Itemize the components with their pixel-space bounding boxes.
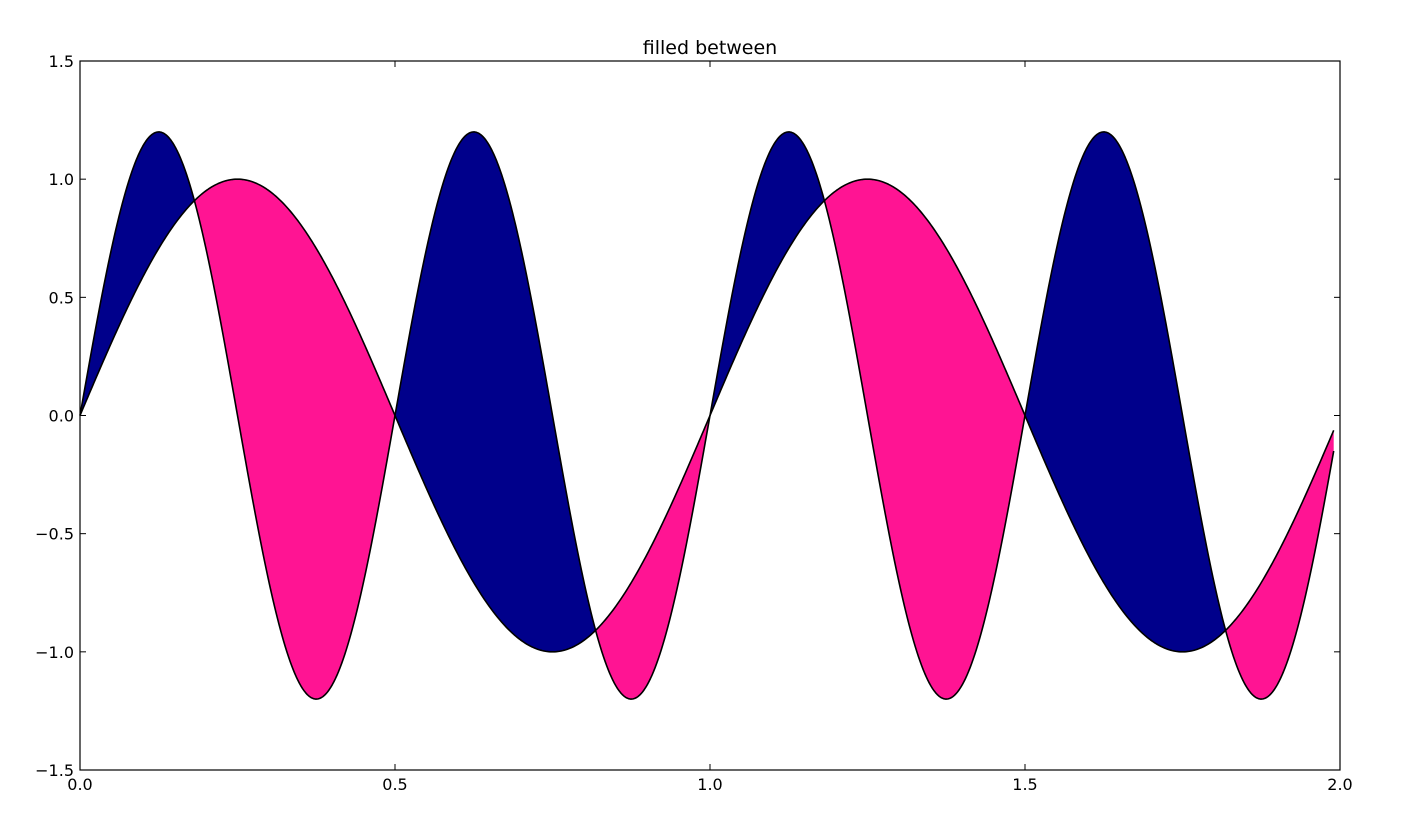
chart-title: filled between: [643, 37, 777, 59]
x-axis-ticks: 0.0 0.5 1.0 1.5 2.0: [67, 61, 1353, 794]
fill-region-y2-above-0: [80, 131, 195, 416]
fill-regions: [80, 131, 1334, 700]
y-tick-label: 0.0: [49, 407, 74, 426]
x-tick-label: 2.0: [1327, 775, 1352, 794]
y-tick-label: 1.0: [49, 170, 74, 189]
fill-region-y2-above-6: [1025, 131, 1226, 652]
fill-region-y2-above-4: [710, 131, 825, 416]
y-tick-label: 1.5: [49, 52, 74, 71]
x-tick-label: 0.5: [382, 775, 407, 794]
series-line-1.2-sin-4pi-x: [79, 131, 1335, 700]
fill-region-y2-below-5: [824, 179, 1025, 700]
y-tick-label: −1.5: [35, 761, 74, 780]
x-tick-label: 0.0: [67, 775, 92, 794]
x-tick-label: 1.5: [1012, 775, 1037, 794]
fill-region-y2-below-1: [194, 179, 395, 700]
x-tick-label: 1.0: [697, 775, 722, 794]
fill-region-y2-below-3: [595, 415, 710, 700]
y-tick-label: −0.5: [35, 525, 74, 544]
fill-region-y2-above-2: [395, 131, 596, 652]
fill-region-y2-below-7: [1225, 430, 1334, 700]
series-line-sin-2pi-x: [79, 178, 1335, 653]
y-tick-label: −1.0: [35, 643, 74, 662]
series-lines: [79, 131, 1335, 700]
y-tick-label: 0.5: [49, 288, 74, 307]
y-axis-ticks: 1.5 1.0 0.5 0.0 −0.5 −1.0 −1.5: [35, 52, 1340, 780]
